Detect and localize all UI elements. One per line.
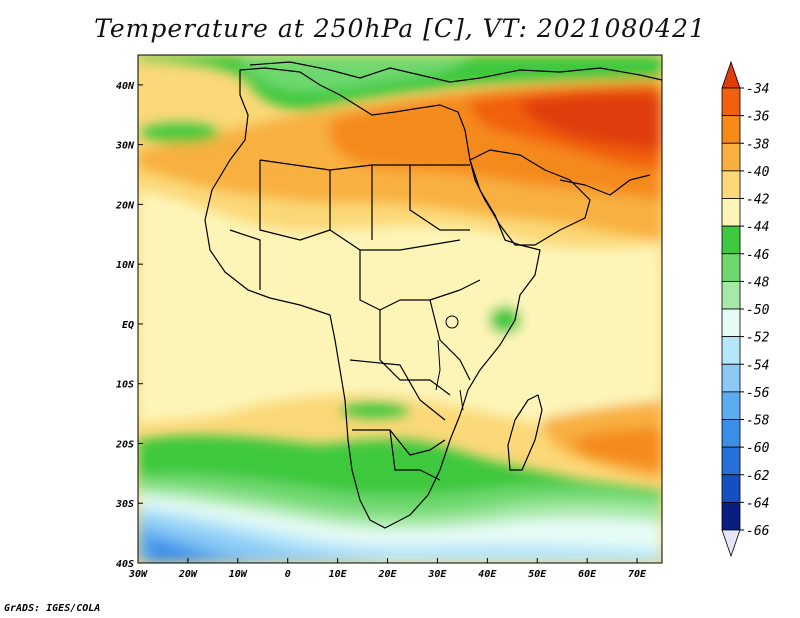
colorbar-swatch [721,419,741,448]
x-tick-label: 30W [128,569,148,580]
colorbar-label: -44 [746,220,769,235]
colorbar-top-arrow [721,60,741,89]
x-tick-label: 60E [578,569,597,580]
x-tick-label: 40E [478,569,497,580]
x-tick-label: 20E [377,569,397,580]
colorbar-label: -60 [746,441,770,456]
colorbar-swatch [721,115,741,144]
colorbar-label: -36 [746,110,770,125]
y-tick-label: 30S [115,499,134,510]
x-tick-label: 10W [229,569,248,580]
colorbar-label: -46 [746,248,770,263]
colorbar-swatch [721,336,741,365]
y-tick-label: 10S [116,380,134,391]
colorbar-label: -42 [746,193,770,208]
y-tick-label: 20S [115,439,134,450]
colorbar-label: -50 [746,303,770,318]
map-axes: 30W 20W 10W 0 10E 20E 30E 40E 50E 60E 70E 40N 30N 20N… [115,81,647,580]
colorbar-label: -54 [746,358,769,373]
colorbar-bottom-arrow [721,529,741,558]
x-tick-label: 70E [628,569,647,580]
colorbar-label: -40 [746,165,770,180]
x-tick-label: 50E [528,569,547,580]
colorbar-swatch [721,308,741,338]
colorbar-swatch [721,391,741,420]
colorbar-swatch [721,198,741,227]
grads-credit: GrADS: IGES/COLA [4,603,101,614]
x-tick-label: 0 [285,569,291,580]
y-tick-label: 30N [115,141,135,152]
colorbar-swatch [721,170,741,199]
y-tick-label: 20N [115,200,135,211]
plot-frame [137,54,663,564]
colorbar-label: -62 [746,469,770,484]
x-tick-label: 10E [329,569,348,580]
y-tick-label: 10N [116,260,135,271]
x-tick-label: 30E [427,569,447,580]
y-tick-label: 40N [116,81,135,92]
colorbar-swatch [721,474,741,503]
colorbar-swatch [721,280,741,310]
temperature-field [138,55,662,563]
map-title: Temperature at 250hPa [C], VT: 202108042… [94,14,706,43]
colorbar-label: -52 [746,331,770,346]
lakes [435,315,464,411]
colorbar-swatch [721,87,741,117]
colorbar-swatch [721,253,741,282]
colorbar-label: -38 [746,137,770,152]
colorbar-label: -58 [746,414,770,429]
y-tick-label: 40S [116,559,134,570]
colorbar-label: -34 [746,82,769,97]
colorbar-swatch [721,501,741,531]
colorbar-label: -66 [746,524,770,539]
x-tick-label: 20W [178,569,198,580]
colorbar-swatch [721,142,741,172]
colorbar-swatch [721,363,741,393]
colorbar: -34 -36 -38 -40 -42 -44 -46 -48 -50 -52 -54 -56 -58 -… [721,60,770,558]
colorbar-label: -64 [746,496,769,511]
colorbar-swatch [721,225,741,255]
y-tick-label: EQ [122,320,134,331]
colorbar-swatch [721,446,741,476]
coastlines [204,61,662,529]
colorbar-label: -56 [746,386,770,401]
colorbar-label: -48 [746,275,770,290]
